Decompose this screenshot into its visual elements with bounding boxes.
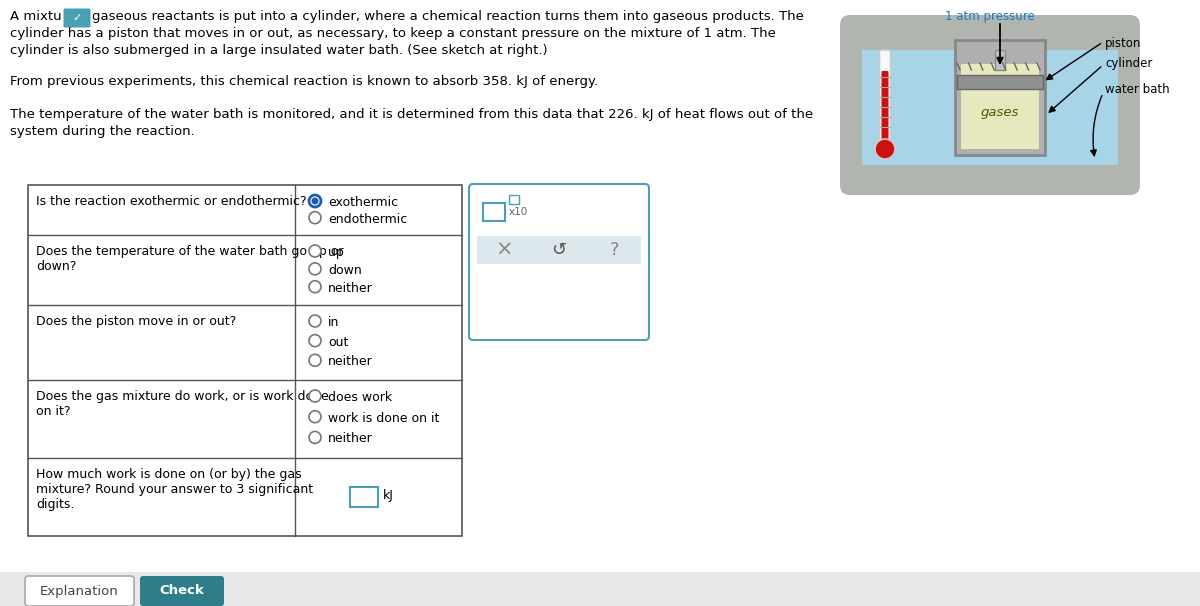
Text: A mixtu: A mixtu <box>10 10 61 23</box>
Circle shape <box>875 139 895 159</box>
Bar <box>28 185 462 536</box>
Text: ✓: ✓ <box>72 13 82 23</box>
Bar <box>0 572 1200 606</box>
Text: gases: gases <box>980 106 1019 119</box>
Text: ×: × <box>496 240 512 260</box>
Text: The temperature of the water bath is monitored, and it is determined from this d: The temperature of the water bath is mon… <box>10 108 814 121</box>
Text: system during the reaction.: system during the reaction. <box>10 125 194 138</box>
Text: water bath: water bath <box>1105 83 1170 96</box>
Circle shape <box>310 211 322 224</box>
Text: From previous experiments, this chemical reaction is known to absorb 358. kJ of : From previous experiments, this chemical… <box>10 75 598 88</box>
Text: Does the temperature of the water bath go up or
down?: Does the temperature of the water bath g… <box>36 245 343 273</box>
Text: neither: neither <box>328 282 373 295</box>
Text: Explanation: Explanation <box>40 585 119 598</box>
Bar <box>482 203 505 221</box>
FancyBboxPatch shape <box>25 576 134 606</box>
Bar <box>509 195 520 204</box>
Bar <box>961 64 1039 149</box>
Text: ?: ? <box>610 241 619 259</box>
Text: How much work is done on (or by) the gas
mixture? Round your answer to 3 signifi: How much work is done on (or by) the gas… <box>36 468 313 511</box>
Bar <box>478 236 641 264</box>
Text: out: out <box>328 336 348 348</box>
Text: in: in <box>328 316 340 329</box>
Text: 1 atm pressure: 1 atm pressure <box>946 10 1034 23</box>
Circle shape <box>310 281 322 293</box>
Bar <box>995 50 1006 70</box>
Circle shape <box>310 335 322 347</box>
Text: cylinder: cylinder <box>1105 57 1152 70</box>
Circle shape <box>312 198 318 204</box>
FancyBboxPatch shape <box>880 50 890 149</box>
Text: neither: neither <box>328 355 373 368</box>
Bar <box>862 50 1118 165</box>
Text: exothermic: exothermic <box>328 196 398 209</box>
Circle shape <box>310 355 322 366</box>
Text: cylinder is also submerged in a large insulated water bath. (See sketch at right: cylinder is also submerged in a large in… <box>10 44 547 57</box>
Text: up: up <box>328 246 343 259</box>
FancyBboxPatch shape <box>840 15 1140 195</box>
Text: piston: piston <box>1105 37 1141 50</box>
Circle shape <box>310 411 322 423</box>
FancyBboxPatch shape <box>882 71 888 143</box>
Circle shape <box>310 195 322 207</box>
Bar <box>958 75 1043 89</box>
Circle shape <box>310 263 322 275</box>
Bar <box>835 5 1190 195</box>
Text: work is done on it: work is done on it <box>328 411 439 425</box>
Text: does work: does work <box>328 391 392 404</box>
Bar <box>955 40 1045 155</box>
FancyBboxPatch shape <box>140 576 224 606</box>
Circle shape <box>310 431 322 444</box>
Text: Check: Check <box>160 585 204 598</box>
Text: down: down <box>328 264 361 277</box>
Text: endothermic: endothermic <box>328 213 407 225</box>
Text: neither: neither <box>328 433 373 445</box>
Text: kJ: kJ <box>383 488 394 502</box>
FancyBboxPatch shape <box>469 184 649 340</box>
Circle shape <box>310 245 322 257</box>
Text: gaseous reactants is put into a cylinder, where a chemical reaction turns them i: gaseous reactants is put into a cylinder… <box>92 10 804 23</box>
Bar <box>350 487 378 507</box>
Circle shape <box>310 315 322 327</box>
FancyBboxPatch shape <box>64 8 90 27</box>
Text: ↺: ↺ <box>552 241 566 259</box>
Circle shape <box>310 390 322 402</box>
Text: x10: x10 <box>509 207 528 217</box>
Text: Is the reaction exothermic or endothermic?: Is the reaction exothermic or endothermi… <box>36 195 307 208</box>
Text: Does the piston move in or out?: Does the piston move in or out? <box>36 315 236 328</box>
Text: cylinder has a piston that moves in or out, as necessary, to keep a constant pre: cylinder has a piston that moves in or o… <box>10 27 776 40</box>
Text: Does the gas mixture do work, or is work done
on it?: Does the gas mixture do work, or is work… <box>36 390 329 418</box>
